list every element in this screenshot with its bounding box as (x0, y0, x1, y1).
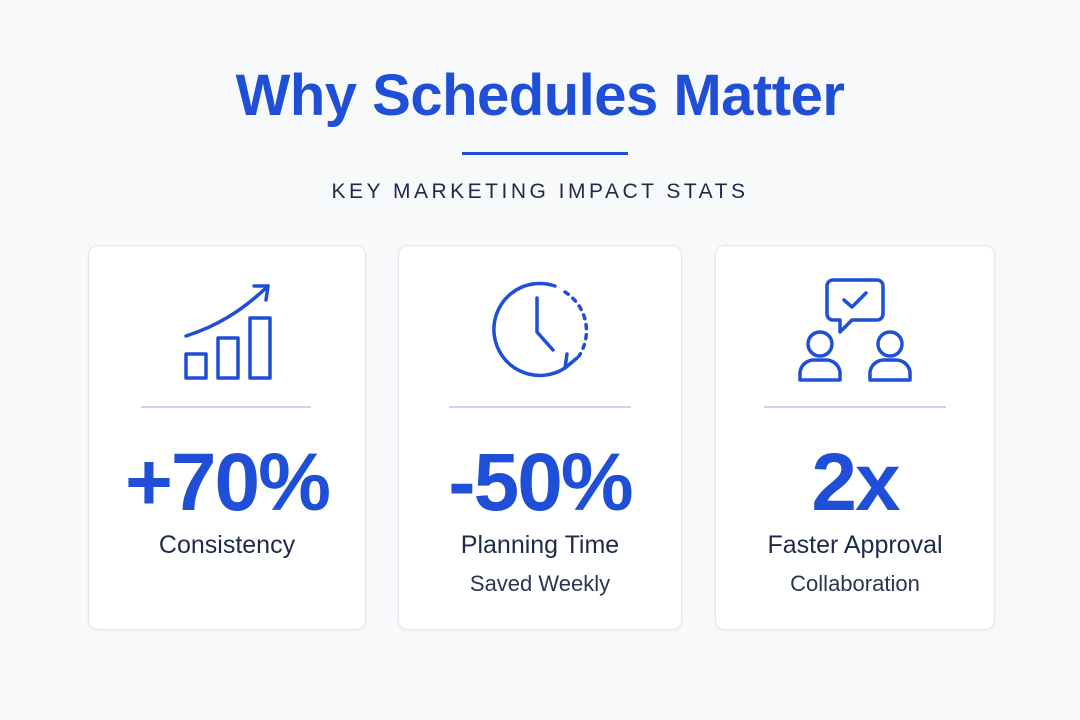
divider (141, 406, 311, 408)
stat-sublabel: Saved Weekly (469, 571, 611, 596)
title-rule (462, 152, 628, 155)
title: Why Schedules Matter (235, 63, 845, 128)
stat-card: +70% Consistency (88, 245, 366, 630)
stat-sublabel: Collaboration (790, 571, 920, 596)
stat-value: +70% (124, 437, 331, 528)
divider (764, 406, 946, 408)
clock-icon (492, 281, 589, 378)
divider (449, 406, 631, 408)
stat-value: 2x (811, 437, 900, 528)
stat-card: 2x Faster Approval Collaboration (715, 245, 995, 630)
subtitle: KEY MARKETING IMPACT STATS (331, 180, 749, 203)
stat-value: -50% (448, 437, 633, 528)
stat-card: -50% Planning Time Saved Weekly (398, 245, 682, 630)
growth-icon (184, 284, 272, 380)
stat-label: Faster Approval (767, 531, 943, 559)
stat-label: Planning Time (460, 531, 620, 559)
stat-label: Consistency (158, 531, 296, 559)
collaboration-icon (798, 278, 912, 382)
